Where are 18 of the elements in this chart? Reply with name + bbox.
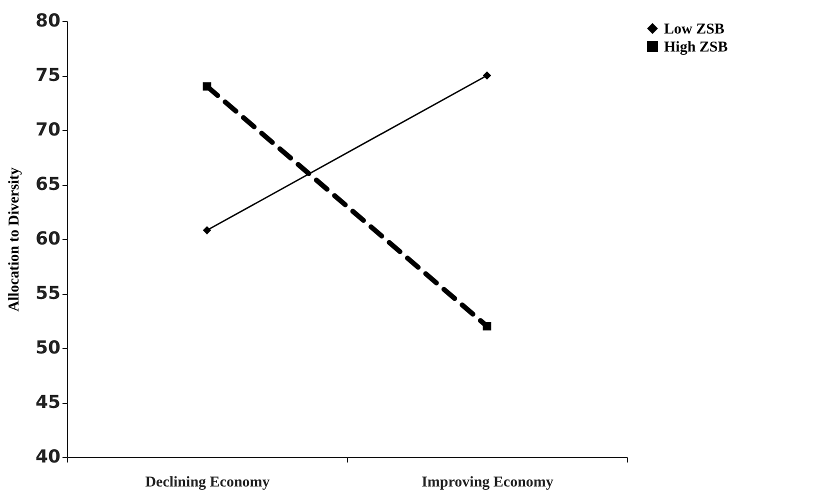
y-tick-label: 70 xyxy=(35,120,60,140)
y-tick-label: 45 xyxy=(35,392,60,413)
y-tick-label: 65 xyxy=(35,174,60,195)
point xyxy=(482,322,492,330)
y-tick-label: 55 xyxy=(35,283,60,304)
y-tick-label: 75 xyxy=(35,65,60,86)
x-tick-label: Declining Economy xyxy=(145,474,270,490)
legend-label: Low ZSB xyxy=(664,22,724,38)
x-tick-label: Improving Economy xyxy=(422,474,554,490)
y-tick-label: 80 xyxy=(35,10,60,32)
y-tick-label: 50 xyxy=(35,338,60,358)
point xyxy=(482,71,492,80)
legend-label: High ZSB xyxy=(664,40,728,56)
y-tick-label: 60 xyxy=(35,228,60,250)
y-axis-title: Allocation to Diversity xyxy=(6,166,22,312)
y-tick-label: 40 xyxy=(35,446,60,468)
point xyxy=(202,82,212,91)
point xyxy=(202,226,212,234)
